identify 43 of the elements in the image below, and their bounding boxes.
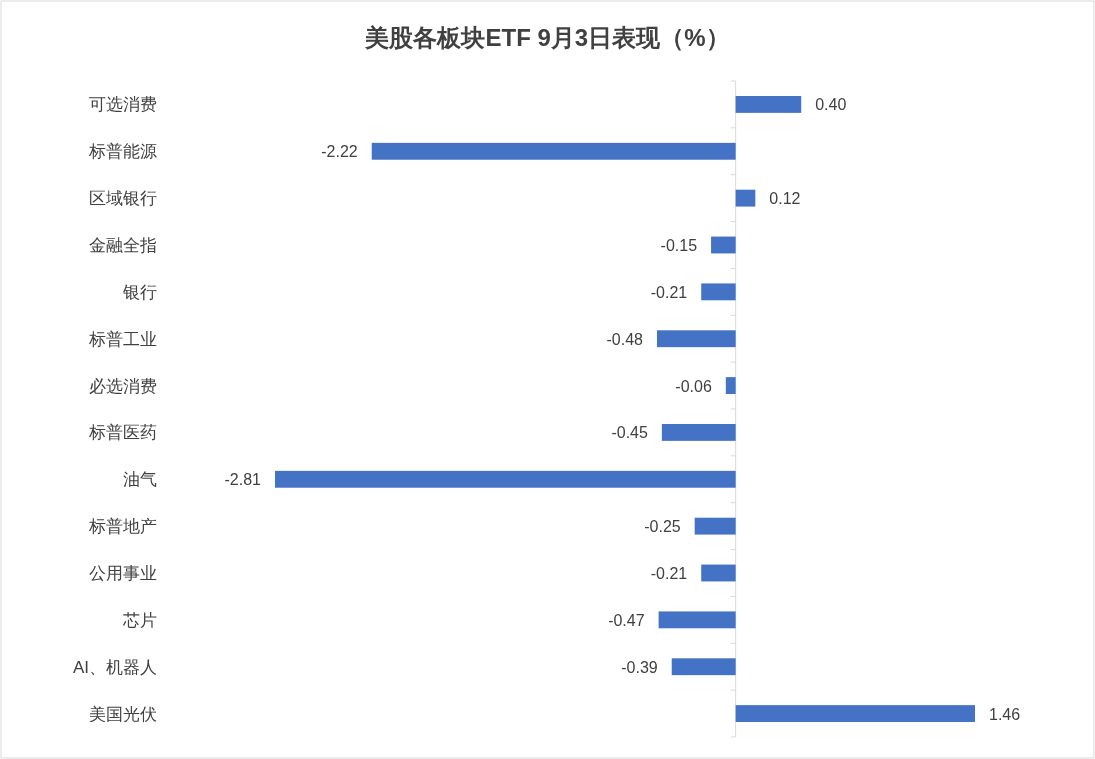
y-tick-label: AI、机器人 bbox=[72, 657, 157, 677]
bar bbox=[725, 377, 736, 395]
y-tick-label: 标普医药 bbox=[88, 423, 157, 443]
bar bbox=[275, 470, 736, 488]
bar bbox=[735, 189, 756, 207]
bar bbox=[671, 658, 736, 676]
bar bbox=[711, 236, 736, 254]
chart-title: 美股各板块ETF 9月3日表现（%） bbox=[364, 24, 730, 51]
y-tick-label: 公用事业 bbox=[89, 564, 157, 583]
bar bbox=[701, 283, 736, 301]
y-tick-label: 金融全指 bbox=[89, 236, 157, 255]
data-label: -0.15 bbox=[660, 237, 698, 254]
y-tick-label: 标普工业 bbox=[88, 329, 157, 349]
bar bbox=[701, 564, 736, 582]
bar bbox=[658, 611, 736, 629]
data-label: -2.22 bbox=[321, 143, 358, 161]
data-label: -0.21 bbox=[650, 565, 688, 582]
bar bbox=[371, 142, 736, 160]
data-label: -0.47 bbox=[608, 611, 645, 629]
data-label: -0.45 bbox=[611, 424, 648, 442]
bar bbox=[735, 95, 802, 113]
data-label: 0.12 bbox=[769, 190, 801, 208]
data-label: 0.40 bbox=[815, 96, 847, 114]
data-label: 1.46 bbox=[989, 705, 1021, 723]
data-label: -2.81 bbox=[224, 471, 262, 489]
y-tick-label: 可选消费 bbox=[89, 95, 157, 115]
data-label: -0.25 bbox=[644, 518, 681, 536]
y-tick-label: 必选消费 bbox=[89, 376, 157, 396]
y-tick-label: 油气 bbox=[123, 470, 157, 490]
y-tick-label: 标普地产 bbox=[88, 517, 157, 537]
y-tick-label: 银行 bbox=[122, 282, 157, 302]
bar bbox=[661, 423, 736, 441]
y-tick-label: 芯片 bbox=[122, 610, 157, 630]
y-tick-label: 区域银行 bbox=[89, 189, 157, 209]
y-tick-label: 标普能源 bbox=[88, 142, 157, 162]
bar bbox=[735, 705, 975, 723]
data-label: -0.06 bbox=[675, 377, 712, 395]
bar bbox=[656, 330, 736, 348]
bar bbox=[694, 517, 736, 535]
data-label: -0.39 bbox=[621, 658, 658, 676]
data-label: -0.48 bbox=[606, 330, 644, 348]
y-tick-label: 美国光伏 bbox=[89, 704, 157, 724]
data-label: -0.21 bbox=[650, 283, 688, 301]
